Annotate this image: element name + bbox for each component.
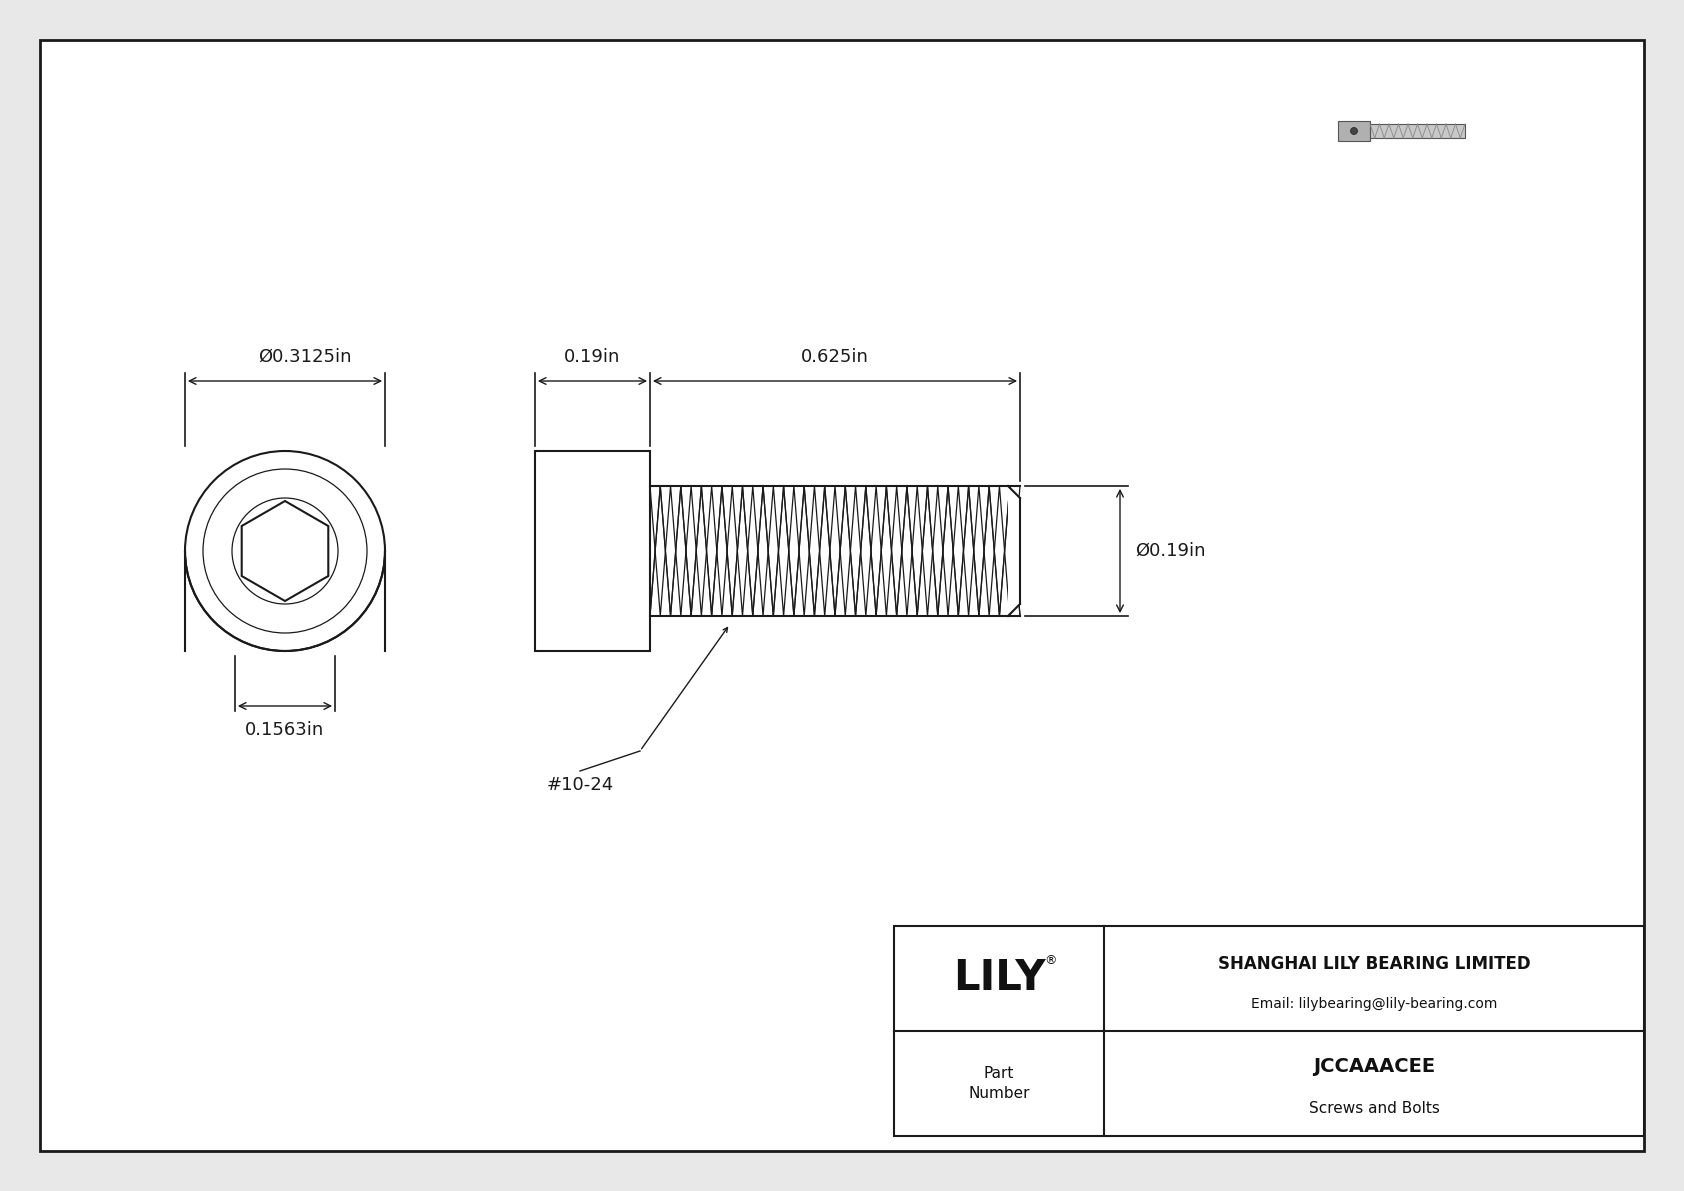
Text: 0.625in: 0.625in	[802, 348, 869, 366]
Bar	[894, 925, 1644, 1136]
Bar	[536, 451, 650, 651]
Bar	[1371, 124, 1465, 138]
Text: #10-24: #10-24	[546, 777, 613, 794]
Circle shape	[232, 498, 338, 604]
Text: Ø0.3125in: Ø0.3125in	[258, 348, 352, 366]
Text: Email: lilybearing@lily-bearing.com: Email: lilybearing@lily-bearing.com	[1251, 997, 1497, 1011]
Polygon shape	[1009, 486, 1021, 616]
Text: JCCAAACEE: JCCAAACEE	[1314, 1058, 1435, 1077]
Circle shape	[1351, 127, 1357, 135]
Bar	[1339, 121, 1371, 141]
Text: ®: ®	[1044, 954, 1058, 967]
Text: Screws and Bolts: Screws and Bolts	[1308, 1102, 1440, 1116]
Bar	[650, 486, 1021, 616]
Circle shape	[185, 451, 386, 651]
Text: LILY: LILY	[953, 958, 1046, 999]
Text: Ø0.19in: Ø0.19in	[1135, 542, 1206, 560]
Text: 0.1563in: 0.1563in	[246, 721, 325, 738]
Text: SHANGHAI LILY BEARING LIMITED: SHANGHAI LILY BEARING LIMITED	[1218, 955, 1531, 973]
Polygon shape	[242, 501, 328, 601]
Text: Part
Number: Part Number	[968, 1066, 1029, 1102]
Text: 0.19in: 0.19in	[564, 348, 621, 366]
